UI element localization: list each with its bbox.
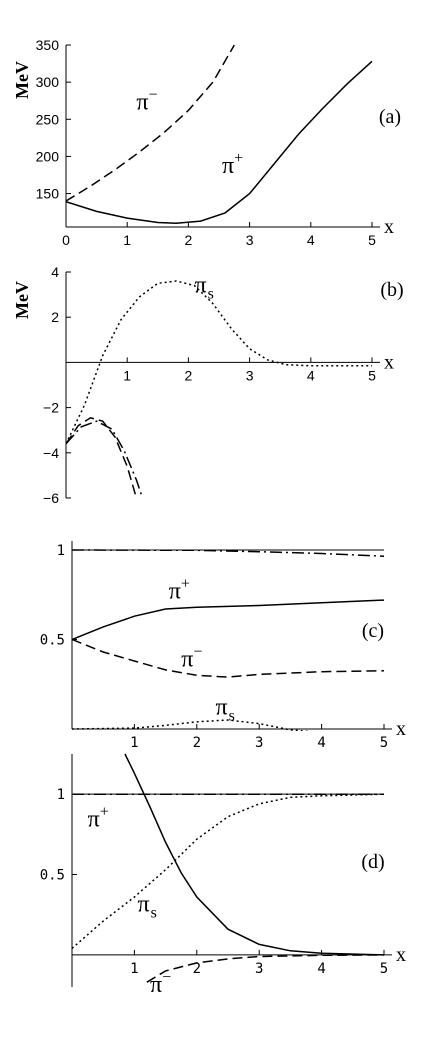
x-tick-label: 5 xyxy=(368,367,376,383)
series-solid-line xyxy=(124,753,385,956)
y-tick-label: 250 xyxy=(36,111,60,127)
panel-a: 0 1 2 3 4 5 150 200 250 300 350 x MeV (a) π− π+ xyxy=(12,37,401,248)
y-tick-label: 2 xyxy=(51,309,59,325)
panel-label: (c) xyxy=(362,620,384,642)
series-annotation: π− xyxy=(181,643,202,672)
series-dotted-line xyxy=(66,280,372,445)
series-annotation: π+ xyxy=(222,150,243,179)
x-tick-label: 4 xyxy=(307,367,315,383)
x-tick-label: 3 xyxy=(246,367,254,383)
panel-c: 1 2 3 4 5 0.5 1 x (c) π+ π− πs xyxy=(40,541,406,751)
panel-b: 1 2 3 4 5 −6 −4 −2 2 4 x MeV (b) πs xyxy=(12,264,404,506)
y-tick-label: 0.5 xyxy=(40,868,65,884)
series-dashed-line xyxy=(146,954,385,983)
x-tick-label: 4 xyxy=(317,961,325,977)
panel-label: (b) xyxy=(380,279,403,301)
series-annotation: π+ xyxy=(88,803,109,832)
series-annotation: πs xyxy=(216,695,235,725)
series-annotation: πs xyxy=(195,272,214,302)
x-tick-label: 1 xyxy=(130,961,138,977)
x-axis-label: x xyxy=(384,216,394,238)
x-tick-label: 3 xyxy=(255,735,263,751)
x-tick-label: 2 xyxy=(193,961,201,977)
x-tick-label: 3 xyxy=(246,232,254,248)
x-tick-label: 1 xyxy=(130,735,138,751)
y-tick-label: 350 xyxy=(36,37,60,53)
y-tick-label: 0.5 xyxy=(40,632,65,648)
y-tick-label: 150 xyxy=(36,186,60,202)
x-tick-label: 1 xyxy=(123,367,131,383)
x-tick-label: 2 xyxy=(185,367,193,383)
panel-d: 1 2 3 4 5 0.5 1 x (d) π+ πs π− xyxy=(40,753,406,998)
series-dashdot-line xyxy=(66,420,144,499)
series-dashed-line xyxy=(72,638,385,678)
x-tick-label: 0 xyxy=(62,232,70,248)
x-tick-label: 1 xyxy=(123,232,131,248)
y-axis-label: MeV xyxy=(12,281,32,319)
series-dashdot-line xyxy=(72,549,385,557)
panel-label: (d) xyxy=(361,851,384,873)
y-tick-label: 4 xyxy=(51,264,59,280)
y-tick-label: −4 xyxy=(43,445,59,461)
y-tick-label: 200 xyxy=(36,148,60,164)
y-tick-label: −6 xyxy=(43,490,59,506)
series-annotation: πs xyxy=(138,891,157,921)
panel-label: (a) xyxy=(379,106,401,128)
series-annotation: π− xyxy=(136,87,157,116)
x-tick-label: 3 xyxy=(255,961,263,977)
x-tick-label: 5 xyxy=(380,961,388,977)
series-annotation: π− xyxy=(150,969,171,998)
y-axis-label: MeV xyxy=(12,61,32,99)
series-solid-line xyxy=(66,60,373,225)
series-solid-line xyxy=(72,599,385,641)
x-tick-label: 4 xyxy=(317,735,325,751)
y-tick-label: −2 xyxy=(43,400,59,416)
x-tick-label: 2 xyxy=(193,735,201,751)
series-dotted-line xyxy=(72,719,312,731)
x-tick-label: 4 xyxy=(307,232,315,248)
x-tick-label: 5 xyxy=(368,232,376,248)
series-dashed-line xyxy=(66,44,235,202)
y-tick-label: 300 xyxy=(36,74,60,90)
x-axis-label: x xyxy=(384,351,394,373)
x-tick-label: 2 xyxy=(185,232,193,248)
y-tick-label: 1 xyxy=(57,543,65,559)
series-dashed-line xyxy=(66,416,138,499)
x-axis-label: x xyxy=(396,718,406,740)
series-dotted-line xyxy=(72,793,385,949)
y-tick-label: 1 xyxy=(57,787,65,803)
x-axis-label: x xyxy=(396,944,406,966)
series-annotation: π+ xyxy=(169,575,190,604)
x-tick-label: 5 xyxy=(380,735,388,751)
